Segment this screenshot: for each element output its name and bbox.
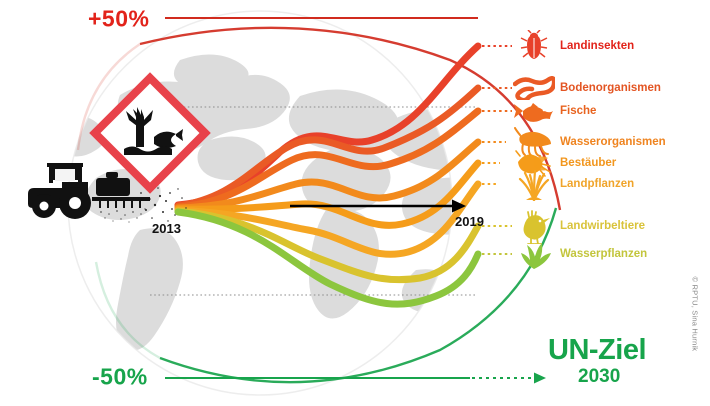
fish-icon bbox=[512, 94, 556, 128]
legend-item-wasserorganismen[interactable]: Wasserorganismen bbox=[512, 125, 666, 159]
copyright-credit: © RPTU, Sina Hurnik bbox=[690, 276, 700, 352]
legend-label: Landpflanzen bbox=[560, 178, 635, 190]
legend-item-landinsekten[interactable]: Landinsekten bbox=[512, 29, 634, 63]
legend-label: Landinsekten bbox=[560, 40, 635, 52]
red-arc-fade bbox=[76, 43, 141, 151]
ribbon-wasserorganismen bbox=[174, 138, 482, 212]
legend-item-wasserpflanzen[interactable]: Wasserpflanzen bbox=[512, 237, 647, 271]
ribbon-landinsekten bbox=[174, 42, 482, 209]
un-goal-arrowhead bbox=[534, 372, 546, 384]
year-label-start: 2013 bbox=[152, 221, 181, 236]
ribbon-landpflanzen bbox=[174, 180, 482, 258]
legend-label: Wasserpflanzen bbox=[560, 248, 648, 260]
legend-item-landpflanzen[interactable]: Landpflanzen bbox=[512, 167, 634, 201]
algae-icon bbox=[512, 237, 556, 271]
legend-label: Landwirbeltiere bbox=[560, 220, 645, 232]
un-goal-block: UN-Ziel 2030 bbox=[548, 334, 647, 388]
axis-label-minus-fifty: -50% bbox=[92, 363, 148, 390]
ribbon-wasserpflanzen bbox=[174, 208, 482, 308]
un-goal-title: UN-Ziel bbox=[548, 334, 647, 366]
legend-item-bestäuber[interactable]: Bestäuber bbox=[512, 146, 616, 180]
green-arc bbox=[159, 207, 558, 384]
legend-item-bodenorganismen[interactable]: Bodenorganismen bbox=[512, 71, 661, 105]
un-goal-year: 2030 bbox=[578, 366, 621, 387]
legend-item-landwirbeltiere[interactable]: Landwirbeltiere bbox=[512, 209, 645, 244]
axis-label-plus-fifty: +50% bbox=[88, 5, 150, 32]
ribbon-fische bbox=[174, 107, 482, 211]
spray-speckles bbox=[140, 187, 187, 222]
earthworm-icon bbox=[512, 71, 556, 105]
legend-label: Bestäuber bbox=[560, 157, 617, 169]
ribbon-bodenorganismen bbox=[174, 84, 482, 210]
legend-label: Bodenorganismen bbox=[560, 82, 661, 94]
beetle-icon bbox=[512, 29, 556, 63]
ribbon-bestaeuber bbox=[174, 159, 482, 229]
ribbon-landwirbeltiere bbox=[174, 207, 482, 284]
year-label-end: 2019 bbox=[455, 214, 484, 229]
grass-icon bbox=[512, 167, 556, 201]
legend-item-fische[interactable]: Fische bbox=[512, 94, 596, 128]
legend-label: Wasserorganismen bbox=[560, 136, 666, 148]
legend-label: Fische bbox=[560, 105, 597, 117]
bird-icon bbox=[512, 209, 556, 244]
green-arc-fade bbox=[94, 261, 161, 360]
